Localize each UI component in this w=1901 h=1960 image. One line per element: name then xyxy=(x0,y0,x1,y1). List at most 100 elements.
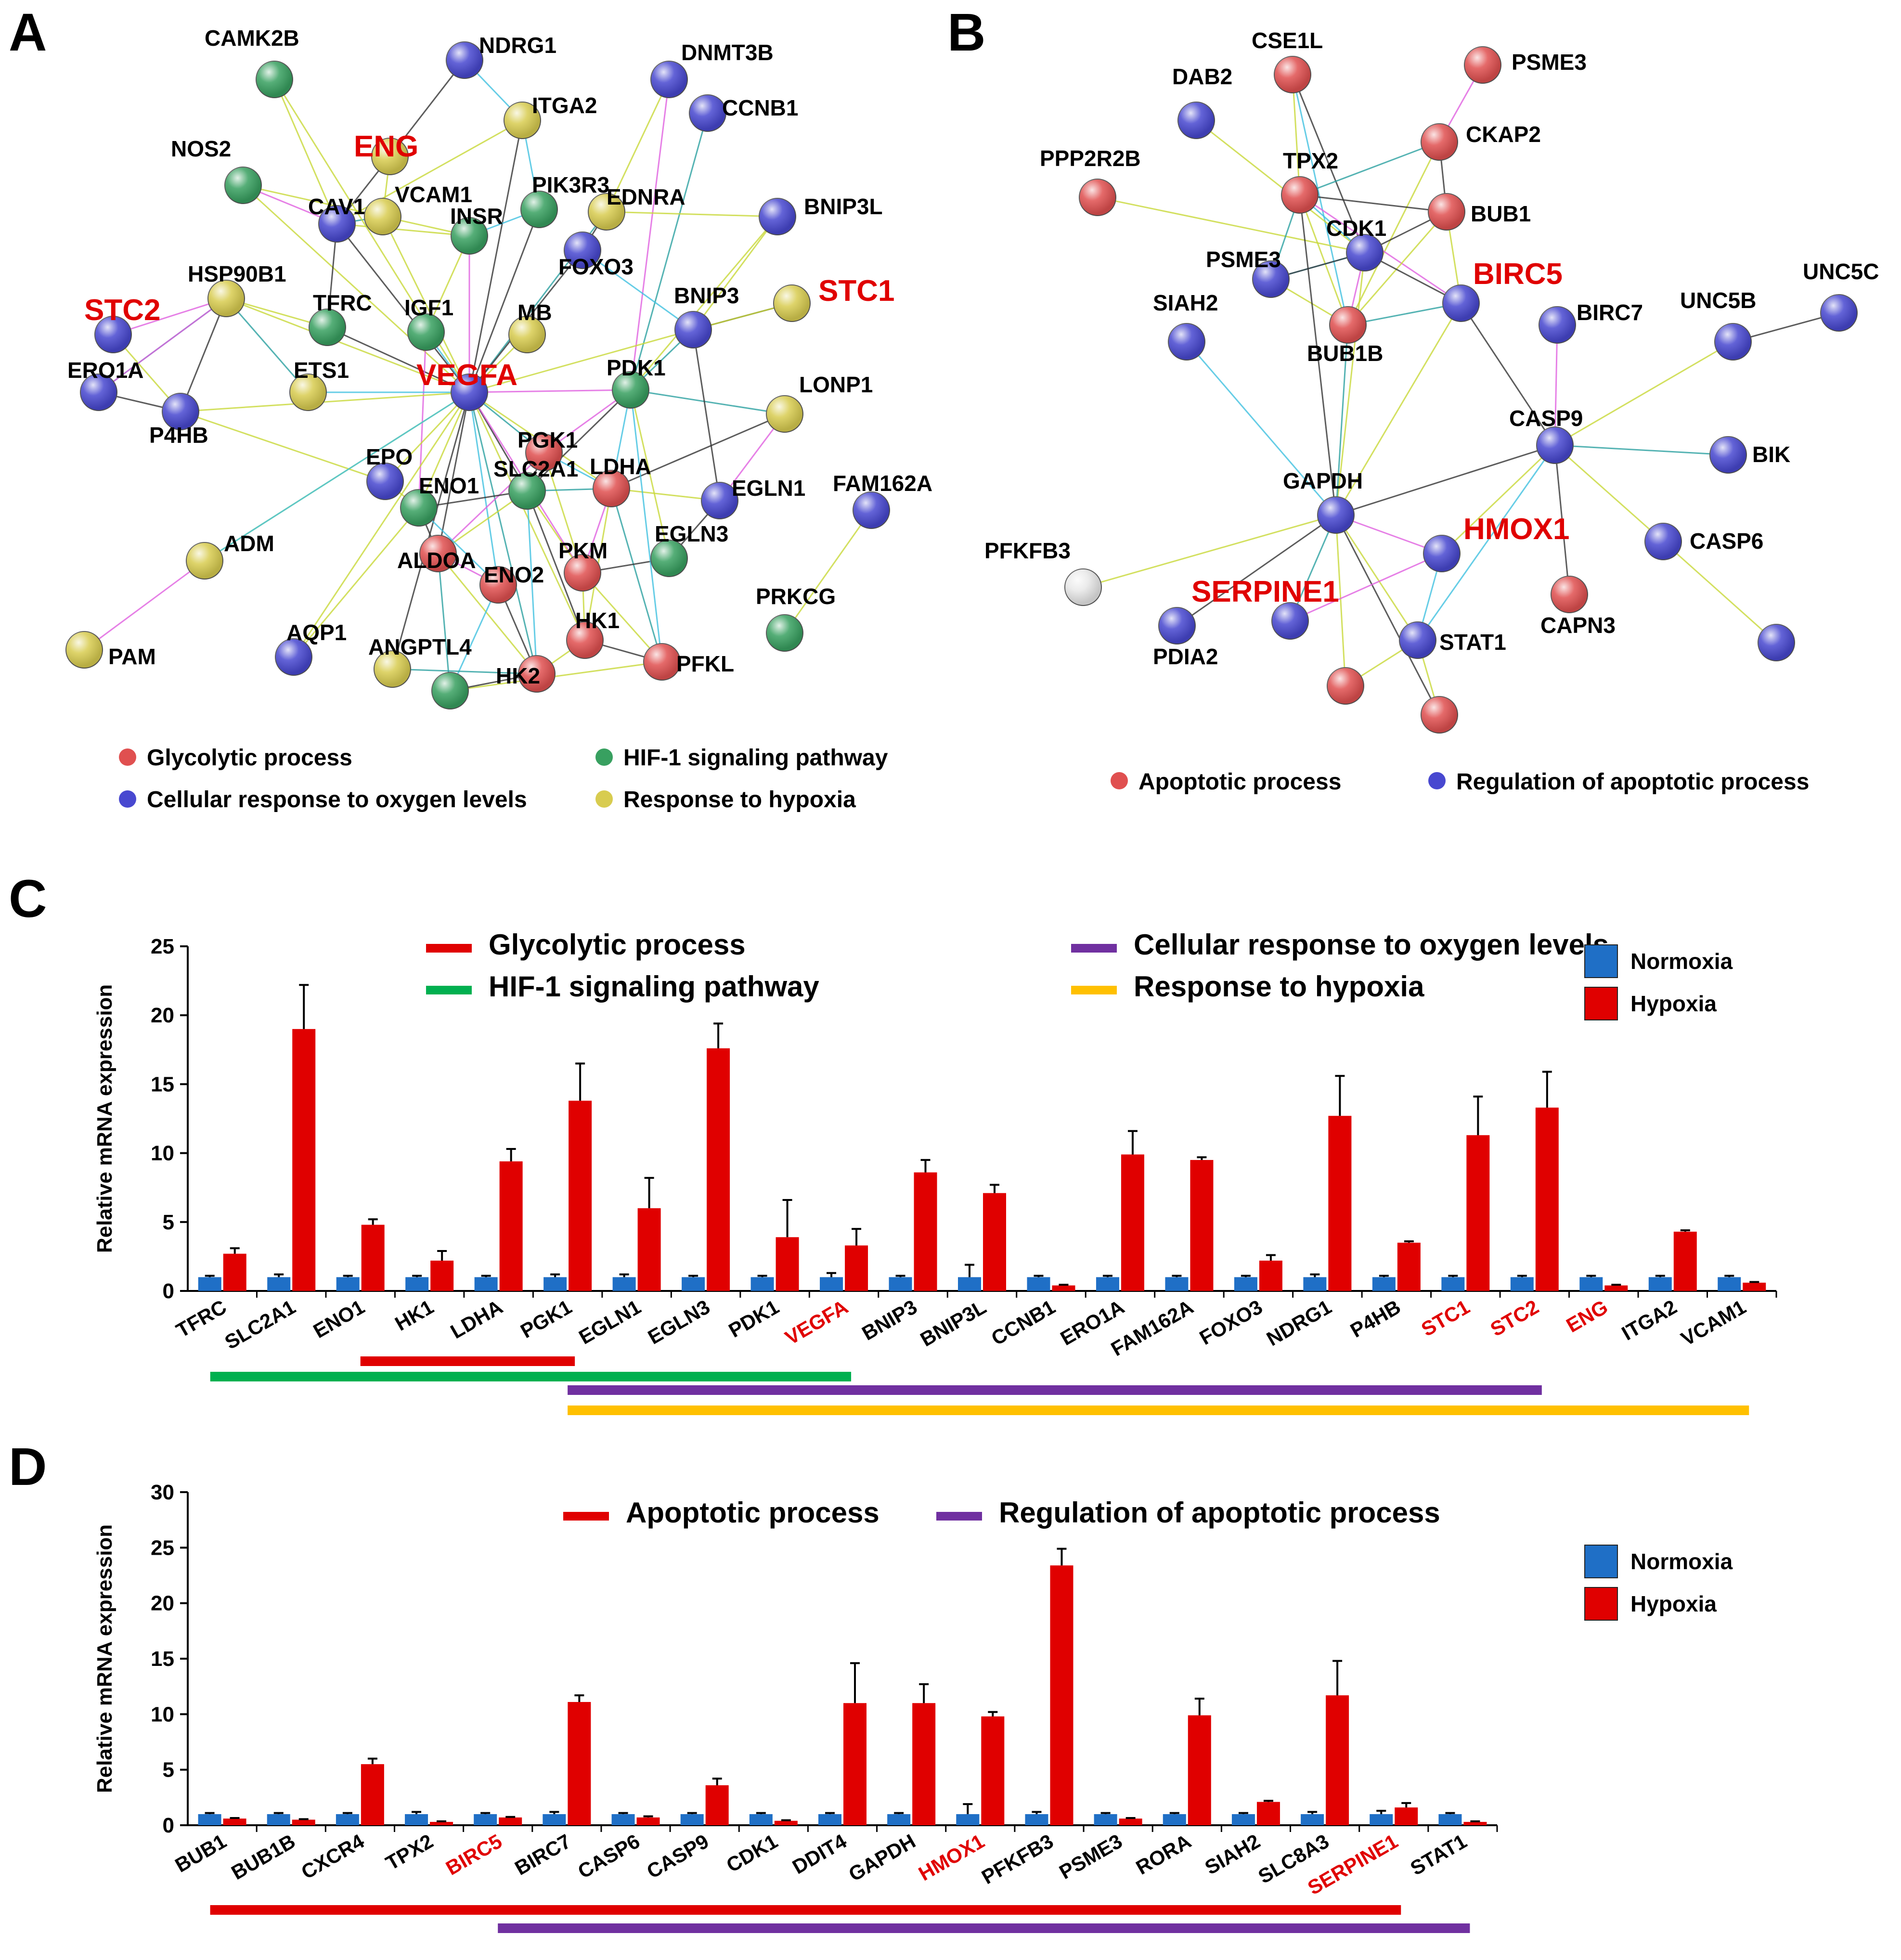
net-a-node-nos2-label: NOS2 xyxy=(171,136,231,161)
chart-c-series-legend-normoxia: Normoxia xyxy=(1630,949,1733,974)
chart-c-bar-normoxia-eng xyxy=(1579,1277,1603,1291)
net-b-node-capn3 xyxy=(1551,576,1588,613)
net-b-node-ppp2r2b xyxy=(1079,179,1116,216)
net-b-node-serpine1-shine xyxy=(1272,603,1308,639)
net-a-edge xyxy=(225,298,309,393)
net-a-node-camk2b xyxy=(256,61,293,98)
chart-d-group-line-bub1-serpine1 xyxy=(210,1905,1401,1915)
net-a-node-pkm-shine xyxy=(564,554,601,591)
net-a-edge xyxy=(98,297,227,393)
chart-c-bar-normoxia-ldha xyxy=(474,1277,498,1291)
net-a-node-pik3r3-label: PIK3R3 xyxy=(532,172,609,197)
chart-d-bar-normoxia-bub1b xyxy=(267,1814,290,1825)
chart-d-bar-normoxia-birc7 xyxy=(543,1814,566,1825)
net-b-node-ckap2-shine xyxy=(1421,124,1458,160)
net-a-node-foxo3 xyxy=(564,232,601,269)
net-a-node-vegfa-shine xyxy=(451,374,488,411)
chart-c-x-label-vegfa: VEGFA xyxy=(781,1295,852,1349)
net-b-node-unlabeled-27 xyxy=(1758,624,1795,661)
chart-c-y-tick-label: 15 xyxy=(151,1072,174,1096)
net-a-node-aqp1-shine xyxy=(275,639,312,675)
net-a-edge xyxy=(468,392,499,585)
net-a-node-itga2-shine xyxy=(504,102,541,139)
chart-c-y-tick-label: 25 xyxy=(151,935,174,958)
net-a-node-adm xyxy=(186,542,223,580)
net-b-node-pdia2-shine xyxy=(1159,607,1195,644)
net-b-edge xyxy=(1554,444,1729,456)
net-a-node-eno2-label: ENO2 xyxy=(484,562,544,587)
chart-d-bar-hypoxia-bub1 xyxy=(223,1818,246,1825)
net-b-node-bik-shine xyxy=(1710,437,1746,473)
net-b-edge xyxy=(1292,74,1349,325)
net-a-node-eng-label: ENG xyxy=(354,130,418,163)
chart-c-bar-normoxia-egln1 xyxy=(612,1277,636,1291)
chart-d-bar-normoxia-psme3 xyxy=(1094,1814,1117,1825)
net-b-node-unc5c-label: UNC5C xyxy=(1803,259,1879,284)
net-b-edge xyxy=(1289,515,1337,621)
chart-d-bar-hypoxia-hmox1 xyxy=(981,1716,1005,1825)
chart-c-bar-hypoxia-bnip3l xyxy=(983,1193,1006,1291)
net-a-edge xyxy=(113,297,227,335)
legend-b-apoptotic: Apoptotic process xyxy=(1138,769,1341,795)
net-a-node-slc2a1-shine xyxy=(509,473,545,509)
chart-d-x-label-psme3: PSME3 xyxy=(1055,1830,1126,1883)
net-a-node-eng-shine xyxy=(372,138,408,175)
net-a-edge xyxy=(469,389,631,393)
chart-d-bar-normoxia-pfkfb3 xyxy=(1025,1814,1048,1825)
chart-d-x-label-gapdh: GAPDH xyxy=(845,1830,919,1886)
chart-c-bar-hypoxia-fam162a xyxy=(1190,1160,1214,1291)
chart-c-bar-hypoxia-ldha xyxy=(499,1161,523,1291)
net-a-node-pam-label: PAM xyxy=(108,644,156,669)
net-b-node-cse1l-label: CSE1L xyxy=(1252,28,1323,53)
net-a-node-foxo3-label: FOXO3 xyxy=(558,254,634,279)
chart-d-series-legend-swatch-hypoxia xyxy=(1584,1587,1618,1621)
chart-c-x-label-ldha: LDHA xyxy=(447,1295,507,1343)
net-a-node-ednra-label: EDNRA xyxy=(607,184,685,209)
net-a-edge xyxy=(384,391,470,482)
net-a-node-dnmt3b-shine xyxy=(651,61,687,98)
net-a-node-itga2-label: ITGA2 xyxy=(532,93,597,118)
net-a-node-insr-shine xyxy=(451,218,488,254)
net-a-node-vegfa-label: VEGFA xyxy=(416,359,517,392)
net-b-node-cdk1-shine xyxy=(1346,234,1383,271)
chart-d-x-label-hmox1: HMOX1 xyxy=(915,1830,988,1885)
net-a-node-ccnb1-shine xyxy=(689,95,726,131)
net-b-node-psme3-shine xyxy=(1253,261,1289,297)
chart-c-bar-hypoxia-pdk1 xyxy=(776,1237,799,1291)
legend-a-glycolytic: Glycolytic process xyxy=(147,745,352,771)
net-b-node-siah2-shine xyxy=(1168,323,1205,360)
net-a-node-pdk1-label: PDK1 xyxy=(607,355,666,380)
net-a-node-ccnb1 xyxy=(689,94,726,132)
chart-d-y-tick-label: 25 xyxy=(151,1536,174,1560)
net-b-node-gapdh-shine xyxy=(1318,497,1354,533)
chart-d-group-line-birc5-stat1 xyxy=(498,1923,1470,1933)
net-b-edge xyxy=(1663,541,1777,644)
chart-c-category-legend-swatch-glycolytic-process xyxy=(426,944,472,953)
chart-c-x-label-pdk1: PDK1 xyxy=(725,1295,783,1342)
chart-c-x-label-stc1: STC1 xyxy=(1417,1295,1473,1341)
net-a-node-pdk1 xyxy=(612,371,649,409)
net-a-node-egln1-label: EGLN1 xyxy=(732,476,805,501)
net-b-edge xyxy=(1335,324,1349,516)
net-a-node-p4hb xyxy=(162,393,199,430)
net-a-edge xyxy=(526,490,538,674)
net-a-node-cav1-shine xyxy=(319,206,355,242)
net-b-node-unlabeled-26 xyxy=(1421,696,1458,734)
net-b-node-bub1b xyxy=(1329,306,1367,344)
net-a-node-ets1-label: ETS1 xyxy=(294,358,349,383)
net-b-node-birc7-shine xyxy=(1539,307,1576,343)
net-a-edge xyxy=(336,223,470,237)
chart-d-bar-hypoxia-pfkfb3 xyxy=(1050,1565,1073,1825)
net-a-node-pik3r3 xyxy=(520,191,558,228)
net-a-edge xyxy=(389,60,466,157)
net-a-node-hsp90b1-shine xyxy=(208,280,245,317)
net-a-edge xyxy=(543,452,583,573)
net-b-node-casp9-label: CASP9 xyxy=(1509,406,1583,431)
net-a-node-stc2-label: STC2 xyxy=(84,294,160,327)
net-a-edge xyxy=(630,216,778,390)
net-b-node-pfkfb3-shine xyxy=(1065,569,1101,606)
chart-c-y-tick-label: 10 xyxy=(151,1142,174,1165)
net-b-node-birc7-label: BIRC7 xyxy=(1577,300,1643,325)
chart-d-x-label-casp9: CASP9 xyxy=(643,1830,712,1883)
net-b-node-ckap2-label: CKAP2 xyxy=(1466,122,1541,147)
